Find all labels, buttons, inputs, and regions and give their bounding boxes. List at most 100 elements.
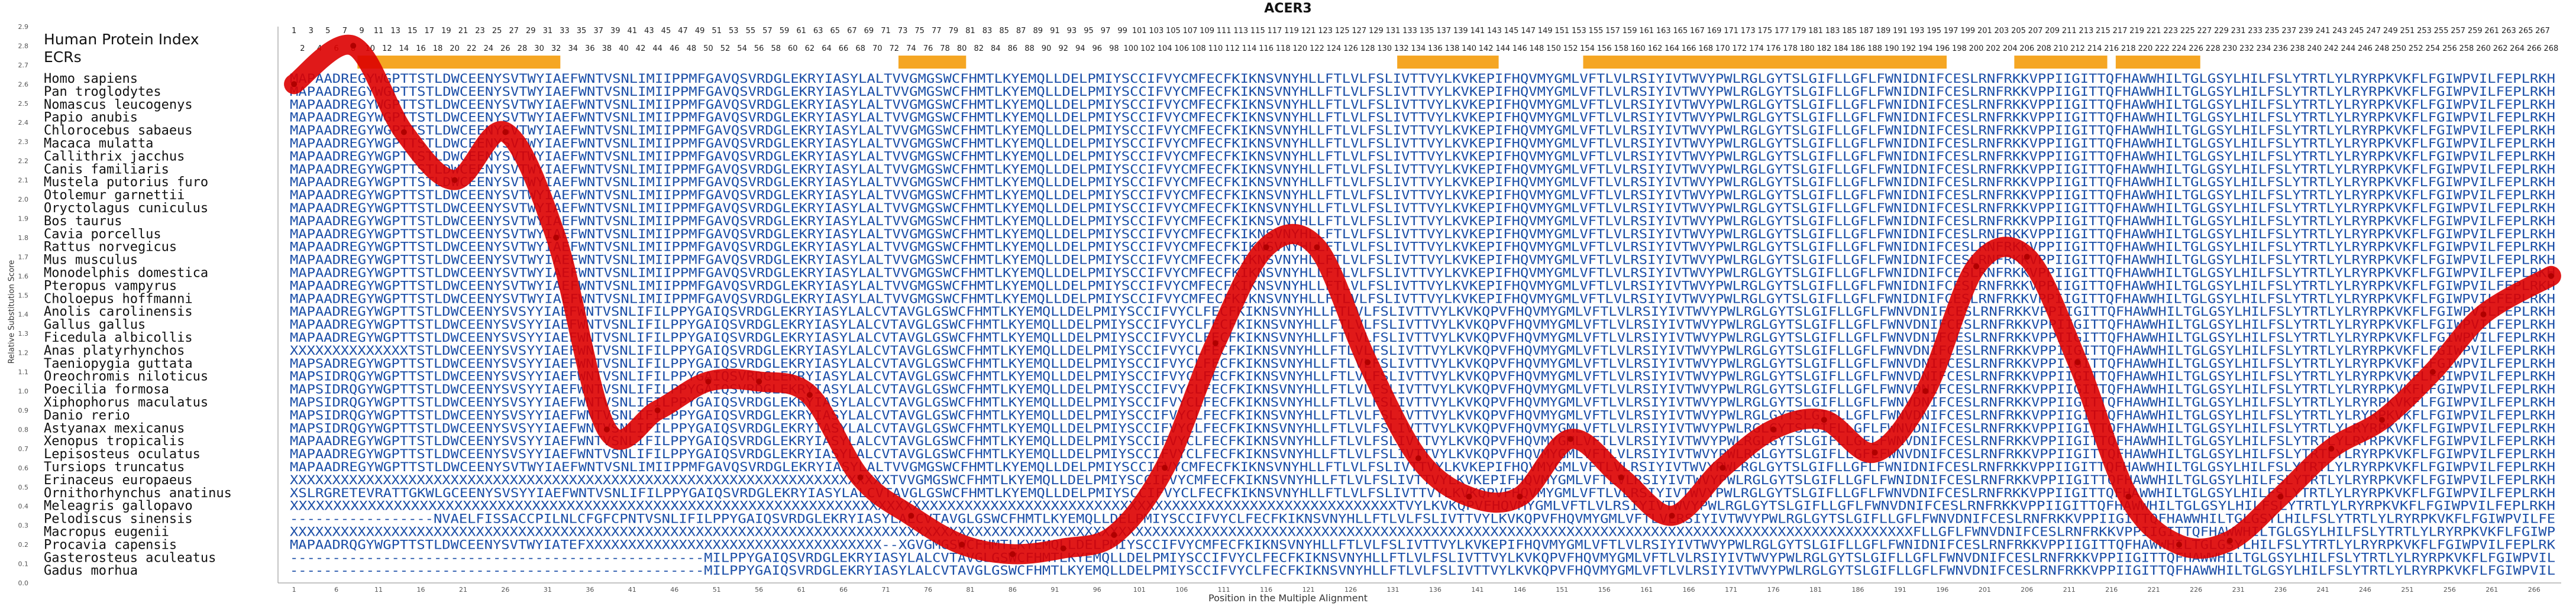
position-index-label: 19 xyxy=(441,27,451,35)
x-tick-label: 91 xyxy=(1051,586,1059,594)
species-label: Meleagris gallopavo xyxy=(44,499,193,514)
ecr-block xyxy=(898,56,967,69)
substitution-score-point xyxy=(1415,455,1421,462)
position-index-label: 250 xyxy=(2391,44,2406,53)
y-tick-label: 0.8 xyxy=(18,426,29,433)
species-label: Canis familiaris xyxy=(44,162,169,177)
position-index-label: 175 xyxy=(1757,27,1772,35)
position-index-label: 265 xyxy=(2519,27,2533,35)
y-tick-label: 1.6 xyxy=(18,273,29,280)
position-index-label: 259 xyxy=(2468,27,2483,35)
position-index-label: 159 xyxy=(1622,27,1637,35)
position-index-label: 48 xyxy=(687,44,697,53)
species-label: Anas platyrhynchos xyxy=(44,343,185,358)
position-index-label: 209 xyxy=(2045,27,2060,35)
x-tick-label: 246 xyxy=(2359,586,2371,594)
alignment-row: XXXXXXXXXXXXXXXXXXXXXXXXXXXXXXXXXXXXXXXX… xyxy=(290,499,2555,513)
substitution-score-point xyxy=(705,378,712,385)
alignment-row: MAPAADREGYWGPTTSTLDWCEENYSVTWYIAEFWNTVSN… xyxy=(290,98,2555,112)
x-tick-label: 191 xyxy=(1894,586,1906,594)
position-index-label: 74 xyxy=(906,44,916,53)
alignment-row: MAPAADREGYWGPTTSTLDWCEENYSVTWYIAEFWNTVSN… xyxy=(290,201,2555,215)
x-tick-label: 51 xyxy=(713,586,721,594)
substitution-score-point xyxy=(1212,340,1218,346)
position-index-label: 261 xyxy=(2484,27,2499,35)
ecr-block xyxy=(1397,56,1499,69)
position-index-label: 258 xyxy=(2459,44,2474,53)
substitution-score-line xyxy=(284,34,2561,565)
y-tick-label: 1.4 xyxy=(18,311,29,319)
position-index-label: 172 xyxy=(1733,44,1747,53)
alignment-row: MAPAADREGYWGPTTSTLDWCEENYSVSYYIAEFWNTVSN… xyxy=(290,330,2555,345)
species-label: Monodelphis domestica xyxy=(44,266,208,281)
substitution-score-point xyxy=(603,426,610,433)
position-index-label: 100 xyxy=(1124,44,1139,53)
position-index-label: 232 xyxy=(2239,44,2254,53)
alignment-row: MAPAADREGYWGPTTSTLDWCEENYSVTWYIAEFWNTVSN… xyxy=(290,162,2555,176)
position-index-label: 229 xyxy=(2214,27,2229,35)
y-tick-label: 2.2 xyxy=(18,157,29,165)
position-index-label: 42 xyxy=(636,44,646,53)
position-index-label: 216 xyxy=(2104,44,2119,53)
position-index-label: 145 xyxy=(1504,27,1519,35)
substitution-score-point xyxy=(908,513,914,519)
position-index-label: 210 xyxy=(2054,44,2068,53)
position-index-label: 167 xyxy=(1690,27,1705,35)
substitution-score-point xyxy=(553,234,560,241)
position-index-label: 113 xyxy=(1233,27,1248,35)
position-index-label: 197 xyxy=(1944,27,1958,35)
x-tick-label: 216 xyxy=(2105,586,2118,594)
position-index-label: 84 xyxy=(991,44,1001,53)
alignment-row: MAPAADREGYWGPTTSTLDWCEENYSVTWYIAEFWNTVSN… xyxy=(290,214,2555,228)
position-index-label: 187 xyxy=(1859,27,1874,35)
position-index-label: 52 xyxy=(720,44,731,53)
substitution-score-point xyxy=(2024,254,2030,260)
position-index-label: 110 xyxy=(1208,44,1223,53)
substitution-score-point xyxy=(1365,359,1371,365)
position-index-label: 135 xyxy=(1420,27,1434,35)
position-index-label: 242 xyxy=(2324,44,2339,53)
position-index-label: 34 xyxy=(568,44,578,53)
alignment-row: MAPAADREGYWGPTTSTLDWCEENYSVTWYIAEFWNTVSN… xyxy=(290,72,2555,86)
alignment-row: MAPAADREGYWGPTTSTLDWCEENYSVTWYIAEFWNTVSN… xyxy=(290,291,2555,306)
position-index-label: 157 xyxy=(1605,27,1620,35)
position-index-label: 103 xyxy=(1149,27,1163,35)
substitution-score-point xyxy=(2480,311,2487,317)
y-tick-label: 1.1 xyxy=(18,368,29,376)
alignment-row: MAPAADREGYWGPTTSTLDWCEENYSVTWYIAEFWNTVSN… xyxy=(290,175,2555,189)
species-label: Macaca mulatta xyxy=(44,137,153,151)
x-tick-label: 146 xyxy=(1514,586,1526,594)
position-index-label: 249 xyxy=(2383,27,2398,35)
position-index-label: 189 xyxy=(1876,27,1890,35)
position-index-label: 3 xyxy=(309,27,313,35)
position-index-label: 127 xyxy=(1352,27,1366,35)
position-index-label: 35 xyxy=(577,27,587,35)
position-index-label: 146 xyxy=(1512,44,1527,53)
position-index-label: 120 xyxy=(1292,44,1307,53)
position-index-label: 153 xyxy=(1572,27,1586,35)
position-index-label: 262 xyxy=(2493,44,2508,53)
species-label: Homo sapiens xyxy=(44,72,138,86)
position-index-label: 266 xyxy=(2527,44,2542,53)
position-index-label: 173 xyxy=(1741,27,1756,35)
position-index-label: 221 xyxy=(2147,27,2161,35)
species-label: Ficedula albicollis xyxy=(44,330,193,345)
position-index-label: 109 xyxy=(1200,27,1214,35)
position-index-label: 91 xyxy=(1050,27,1060,35)
ecr-block xyxy=(357,56,561,69)
substitution-score-point xyxy=(1466,494,1472,500)
y-tick-label: 0.3 xyxy=(18,522,29,530)
species-label: Tursiops truncatus xyxy=(44,460,185,475)
y-tick-label: 1.8 xyxy=(18,234,29,242)
species-label: Astyanax mexicanus xyxy=(44,421,185,436)
y-tick-label: 2.4 xyxy=(18,119,29,127)
position-index-label: 160 xyxy=(1631,44,1646,53)
position-index-label: 128 xyxy=(1360,44,1375,53)
position-index-label: 225 xyxy=(2180,27,2195,35)
substitution-score-point xyxy=(2074,359,2081,365)
x-tick-label: 101 xyxy=(1133,586,1146,594)
position-index-label: 75 xyxy=(914,27,925,35)
alignment-row: MAPSADREGYWGPTTSTLDWCEENYSVSYYIAEFWNTVSN… xyxy=(290,357,2555,371)
position-index-label: 72 xyxy=(890,44,900,53)
